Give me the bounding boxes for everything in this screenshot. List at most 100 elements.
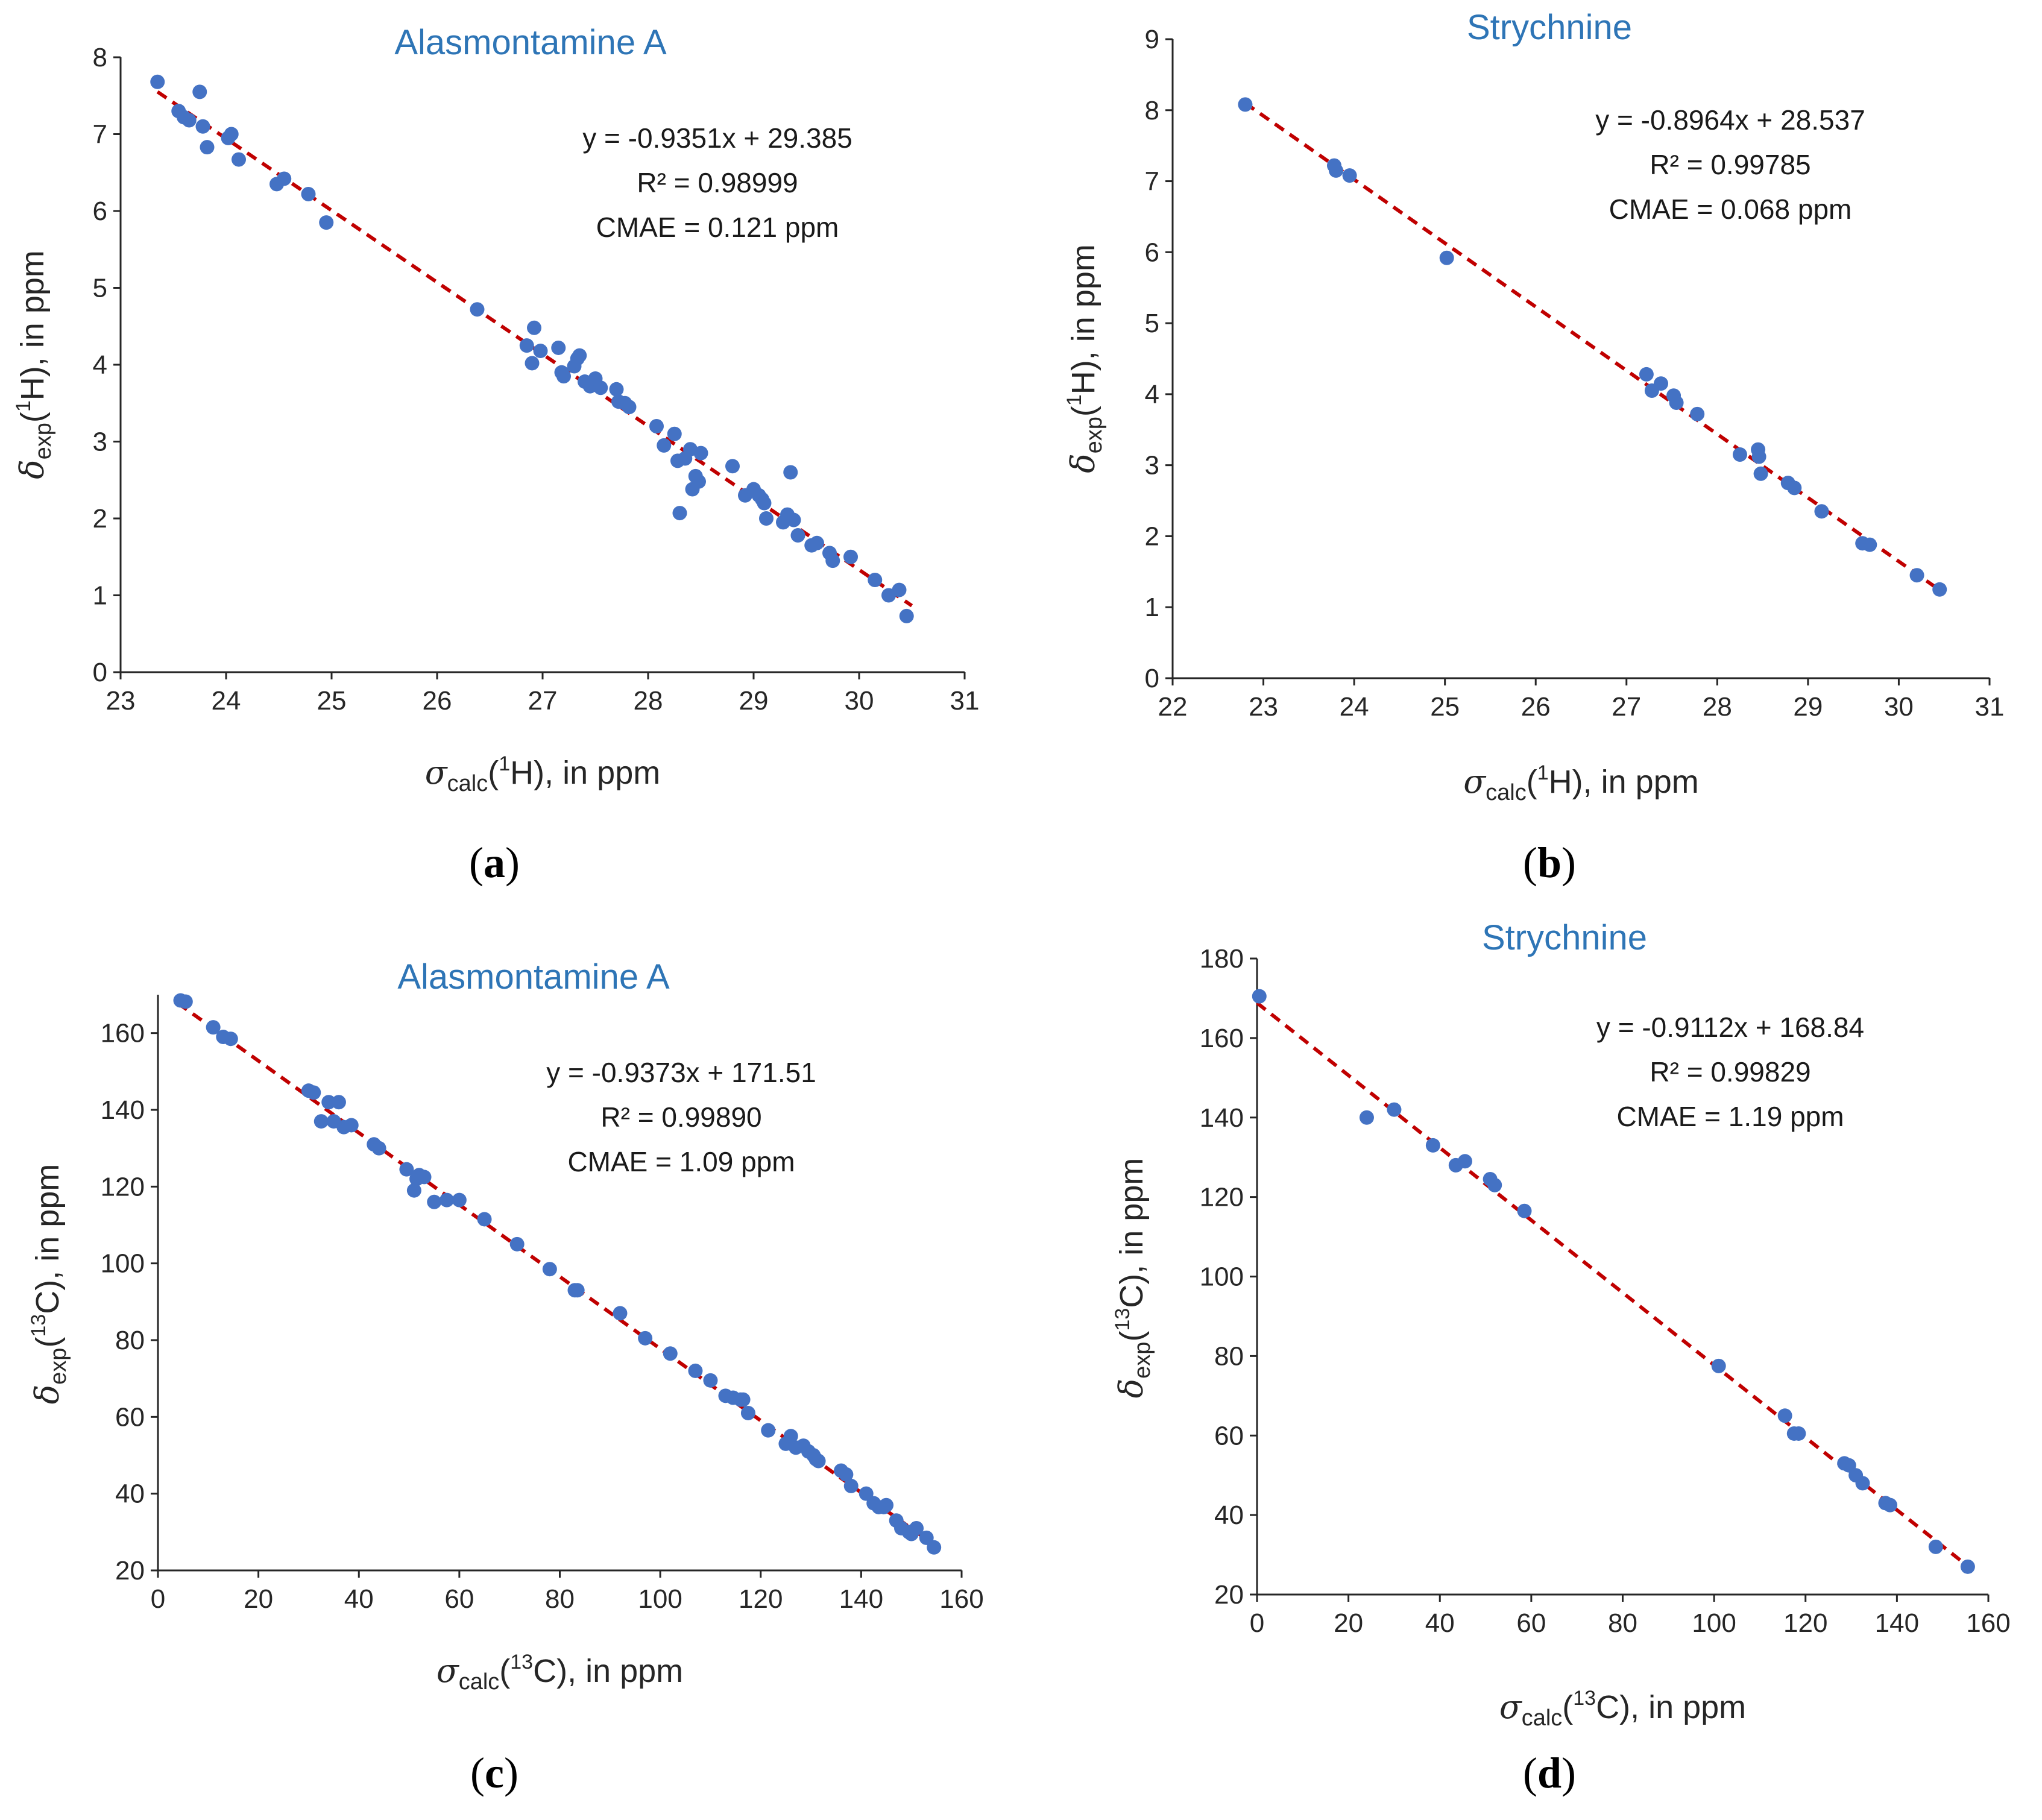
data-point: [868, 573, 883, 587]
data-point: [344, 1118, 359, 1133]
data-point: [1960, 1559, 1975, 1574]
data-point: [899, 608, 914, 623]
cmae-value: CMAE = 1.09 ppm: [567, 1146, 795, 1177]
data-point: [740, 1405, 755, 1420]
data-point: [1359, 1110, 1374, 1125]
data-point: [1751, 449, 1766, 464]
x-tick-label: 25: [1430, 692, 1460, 722]
y-tick-label: 2: [1145, 521, 1159, 551]
y-tick-label: 100: [1200, 1262, 1244, 1292]
data-point: [879, 1497, 894, 1513]
y-tick-label: 60: [115, 1402, 145, 1432]
data-point: [1791, 1426, 1806, 1441]
data-point: [1238, 97, 1253, 112]
x-tick-label: 160: [1966, 1608, 2010, 1638]
data-point: [319, 215, 334, 230]
x-tick-label: 20: [1334, 1608, 1363, 1638]
data-point: [1342, 168, 1357, 183]
x-tick-label: 26: [1521, 692, 1551, 722]
y-tick-label: 120: [101, 1172, 145, 1201]
data-point: [649, 419, 664, 433]
data-point: [692, 474, 706, 489]
chart-title: Strychnine: [1467, 8, 1632, 47]
data-point: [613, 1306, 628, 1321]
y-axis-title: δexp(13C), in ppm: [1111, 1158, 1155, 1399]
panel-label: (d): [1523, 1749, 1576, 1797]
data-point: [725, 459, 740, 474]
data-point: [663, 1346, 678, 1361]
cmae-value: CMAE = 1.19 ppm: [1616, 1101, 1844, 1132]
data-point: [703, 1373, 718, 1388]
data-point: [1928, 1539, 1943, 1554]
x-tick-label: 23: [106, 686, 136, 716]
y-tick-label: 100: [101, 1249, 145, 1279]
data-point: [1457, 1154, 1472, 1169]
x-tick-label: 140: [839, 1584, 883, 1614]
data-point: [525, 356, 540, 371]
data-point: [1439, 250, 1454, 265]
data-point: [1732, 447, 1747, 462]
x-tick-label: 29: [1793, 692, 1823, 722]
x-tick-label: 30: [1884, 692, 1914, 722]
data-point: [790, 528, 805, 543]
data-point: [1883, 1497, 1898, 1513]
x-tick-label: 29: [739, 686, 769, 716]
y-tick-label: 140: [1200, 1103, 1244, 1133]
y-axis-title: δexp(1H), in ppm: [12, 250, 56, 479]
x-tick-label: 100: [1692, 1608, 1736, 1638]
y-tick-label: 1: [93, 581, 107, 611]
data-point: [406, 1183, 421, 1198]
data-point: [759, 511, 774, 526]
x-axis-title: σcalc(1H), in ppm: [1463, 761, 1698, 805]
y-tick-label: 6: [1145, 238, 1159, 267]
data-point: [206, 1020, 221, 1035]
y-tick-label: 9: [1145, 25, 1159, 54]
data-point: [178, 994, 193, 1009]
x-tick-label: 31: [950, 686, 980, 716]
data-point: [757, 496, 772, 511]
x-tick-label: 31: [1975, 692, 2005, 722]
data-point: [1777, 1408, 1792, 1423]
y-tick-label: 6: [93, 197, 107, 226]
data-point: [306, 1085, 321, 1100]
x-tick-label: 80: [1608, 1608, 1637, 1638]
data-point: [452, 1192, 467, 1208]
x-tick-label: 25: [317, 686, 347, 716]
data-point: [1753, 466, 1768, 481]
data-point: [843, 549, 858, 564]
x-tick-label: 27: [528, 686, 558, 716]
data-point: [224, 127, 239, 142]
data-point: [195, 119, 210, 134]
data-point: [1252, 989, 1267, 1004]
r-squared: R² = 0.98999: [637, 167, 798, 198]
y-axis-title: δexp(13C), in ppm: [27, 1164, 71, 1405]
y-tick-label: 40: [1214, 1500, 1244, 1530]
data-point: [1387, 1102, 1402, 1117]
y-tick-label: 5: [93, 274, 107, 303]
x-tick-label: 120: [1783, 1608, 1827, 1638]
data-point: [786, 512, 801, 527]
data-point: [551, 340, 566, 355]
data-point: [843, 1478, 859, 1493]
data-point: [331, 1095, 346, 1110]
x-tick-label: 24: [1340, 692, 1369, 722]
y-tick-label: 80: [1214, 1341, 1244, 1371]
y-tick-label: 1: [1145, 593, 1159, 622]
cmae-value: CMAE = 0.121 ppm: [596, 212, 839, 243]
data-point: [783, 465, 798, 480]
y-tick-label: 4: [1145, 380, 1159, 409]
x-tick-label: 24: [212, 686, 241, 716]
data-point: [1487, 1177, 1502, 1192]
data-point: [657, 438, 672, 453]
data-point: [1711, 1358, 1726, 1373]
x-axis-title: σcalc(13C), in ppm: [1499, 1687, 1746, 1731]
y-tick-label: 7: [1145, 167, 1159, 197]
regression-equation: y = -0.9351x + 29.385: [582, 122, 852, 154]
y-tick-label: 180: [1200, 944, 1244, 974]
y-tick-label: 160: [101, 1019, 145, 1048]
data-point: [810, 535, 824, 550]
data-point: [427, 1194, 442, 1209]
data-point: [688, 1363, 703, 1378]
